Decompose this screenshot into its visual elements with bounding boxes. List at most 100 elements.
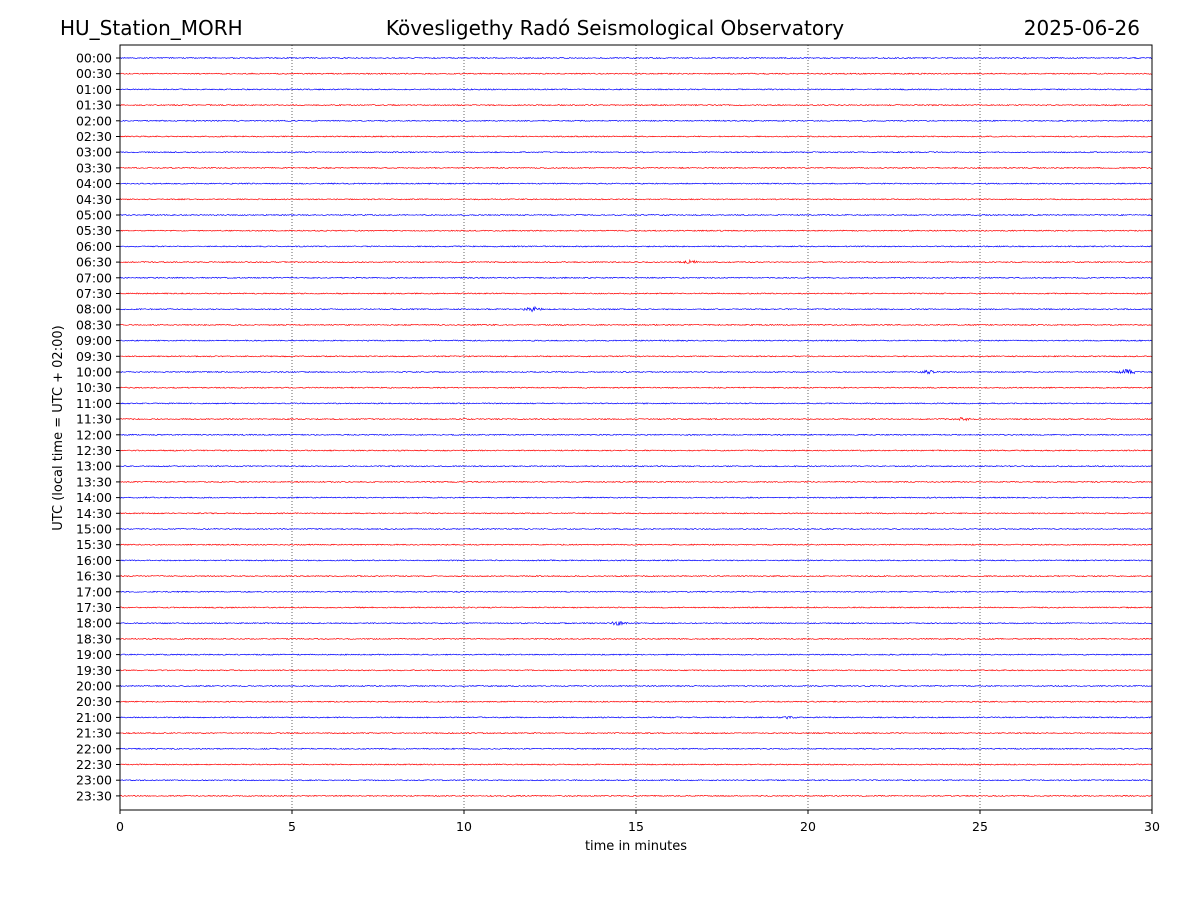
y-tick-label: 05:30 xyxy=(76,223,112,238)
y-tick-label: 18:30 xyxy=(76,631,112,646)
y-tick-label: 08:30 xyxy=(76,317,112,332)
y-tick-label: 22:00 xyxy=(76,741,112,756)
y-tick-label: 00:00 xyxy=(76,51,112,66)
y-tick-label: 15:30 xyxy=(76,537,112,552)
trace-1600 xyxy=(119,559,1153,562)
station-title: HU_Station_MORH xyxy=(60,16,243,40)
trace-2130 xyxy=(119,731,1153,735)
trace-1930 xyxy=(119,669,1153,672)
y-tick-label: 22:30 xyxy=(76,757,112,772)
y-tick-label: 09:00 xyxy=(76,333,112,348)
y-tick-label: 07:30 xyxy=(76,286,112,301)
trace-1300 xyxy=(119,465,1153,468)
trace-0800 xyxy=(119,305,1153,313)
trace-1200 xyxy=(119,433,1153,436)
y-tick-label: 12:30 xyxy=(76,443,112,458)
trace-2100 xyxy=(119,715,1153,720)
trace-1400 xyxy=(119,496,1153,499)
y-tick-label: 02:00 xyxy=(76,113,112,128)
trace-1830 xyxy=(119,637,1153,641)
trace-0530 xyxy=(119,229,1153,232)
y-tick-label: 01:30 xyxy=(76,98,112,113)
y-tick-label: 20:30 xyxy=(76,694,112,709)
trace-1100 xyxy=(119,402,1153,405)
y-tick-label: 11:30 xyxy=(76,412,112,427)
trace-0430 xyxy=(119,198,1153,201)
y-tick-label: 14:30 xyxy=(76,506,112,521)
trace-1000 xyxy=(119,368,1153,375)
trace-0830 xyxy=(119,323,1153,327)
x-tick-label: 30 xyxy=(1144,819,1160,834)
y-axis-ticks: 00:0000:3001:0001:3002:0002:3003:0003:30… xyxy=(76,51,120,803)
y-tick-label: 03:00 xyxy=(76,145,112,160)
y-tick-label: 21:00 xyxy=(76,710,112,725)
y-tick-label: 04:00 xyxy=(76,176,112,191)
y-tick-label: 01:00 xyxy=(76,82,112,97)
trace-0230 xyxy=(119,135,1153,138)
y-tick-label: 10:00 xyxy=(76,365,112,380)
trace-2200 xyxy=(119,747,1153,750)
trace-0200 xyxy=(119,119,1153,122)
trace-0400 xyxy=(119,182,1153,185)
x-tick-label: 0 xyxy=(116,819,124,834)
x-tick-label: 25 xyxy=(972,819,988,834)
trace-2300 xyxy=(119,779,1153,782)
y-tick-label: 18:00 xyxy=(76,616,112,631)
trace-0300 xyxy=(119,151,1152,154)
y-tick-label: 19:00 xyxy=(76,647,112,662)
y-tick-label: 13:30 xyxy=(76,474,112,489)
y-tick-label: 19:30 xyxy=(76,663,112,678)
y-tick-label: 09:30 xyxy=(76,349,112,364)
x-tick-label: 15 xyxy=(628,819,644,834)
plot-frame xyxy=(119,44,1153,811)
y-tick-label: 00:30 xyxy=(76,66,112,81)
trace-1730 xyxy=(119,606,1153,609)
trace-1330 xyxy=(119,480,1153,483)
trace-1630 xyxy=(119,574,1153,578)
date-title: 2025-06-26 xyxy=(1024,16,1140,40)
y-tick-label: 12:00 xyxy=(76,427,112,442)
y-tick-label: 13:00 xyxy=(76,459,112,474)
trace-1700 xyxy=(119,590,1153,593)
y-tick-label: 04:30 xyxy=(76,192,112,207)
trace-0700 xyxy=(119,276,1153,279)
trace-0030 xyxy=(119,72,1152,75)
trace-2330 xyxy=(119,794,1153,798)
trace-0000 xyxy=(119,56,1153,60)
y-axis-label: UTC (local time = UTC + 02:00) xyxy=(51,325,66,530)
y-tick-label: 17:30 xyxy=(76,600,112,615)
trace-1230 xyxy=(119,449,1153,452)
y-tick-label: 08:00 xyxy=(76,302,112,317)
y-tick-label: 21:30 xyxy=(76,726,112,741)
trace-2000 xyxy=(119,684,1153,688)
y-tick-label: 11:00 xyxy=(76,396,112,411)
y-tick-label: 15:00 xyxy=(76,522,112,537)
x-axis-ticks: 0 5 10 15 20 25 30 xyxy=(116,810,1160,834)
observatory-title: Kövesligethy Radó Seismological Observat… xyxy=(386,16,844,40)
trace-1900 xyxy=(119,653,1153,656)
trace-0500 xyxy=(119,213,1153,217)
x-tick-label: 5 xyxy=(288,819,296,834)
y-tick-label: 17:00 xyxy=(76,584,112,599)
trace-2030 xyxy=(119,700,1153,703)
trace-0730 xyxy=(119,292,1153,295)
trace-0600 xyxy=(119,245,1153,248)
y-tick-label: 23:30 xyxy=(76,788,112,803)
trace-0130 xyxy=(119,103,1153,107)
trace-0630 xyxy=(119,258,1153,264)
y-tick-label: 10:30 xyxy=(76,380,112,395)
y-tick-label: 20:00 xyxy=(76,679,112,694)
trace-1500 xyxy=(119,527,1153,531)
y-tick-label: 14:00 xyxy=(76,490,112,505)
trace-1430 xyxy=(119,512,1153,515)
y-tick-label: 06:30 xyxy=(76,255,112,270)
trace-0330 xyxy=(119,166,1153,170)
trace-0900 xyxy=(119,339,1153,342)
y-tick-label: 06:00 xyxy=(76,239,112,254)
trace-1030 xyxy=(119,386,1153,389)
x-axis-label: time in minutes xyxy=(585,839,687,854)
y-tick-label: 02:30 xyxy=(76,129,112,144)
trace-0100 xyxy=(119,88,1153,91)
y-tick-label: 03:30 xyxy=(76,160,112,175)
